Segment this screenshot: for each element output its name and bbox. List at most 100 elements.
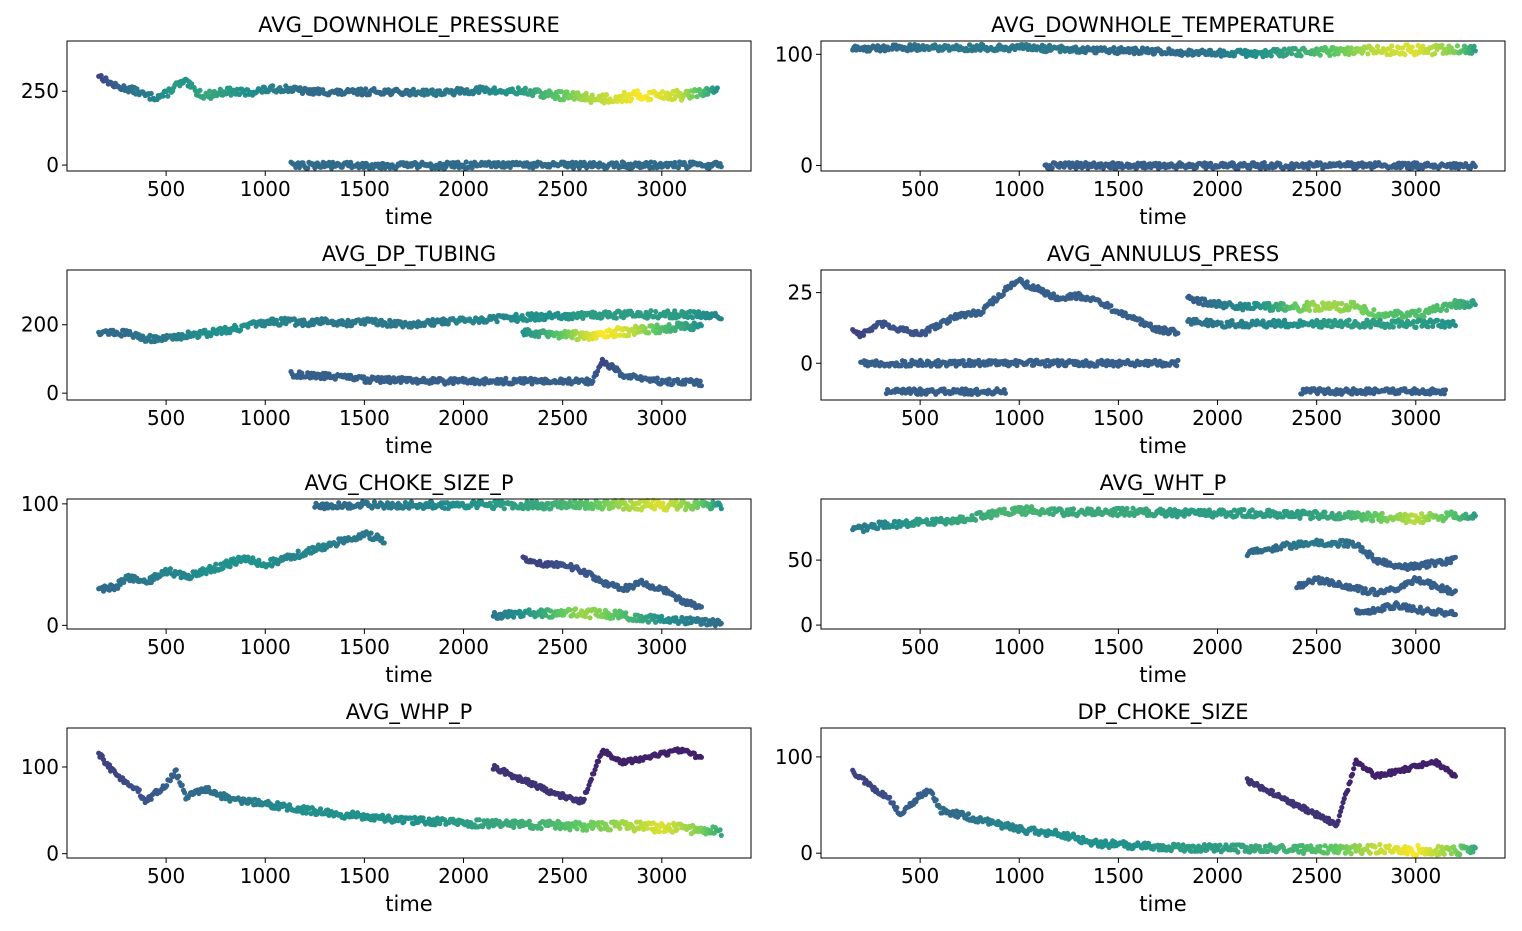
- data-point: [623, 610, 629, 616]
- data-point: [1374, 43, 1381, 50]
- data-point: [214, 331, 220, 337]
- data-point: [718, 164, 724, 170]
- data-point: [860, 332, 867, 338]
- data-point: [1371, 307, 1377, 313]
- panel-title: AVG_DOWNHOLE_PRESSURE: [258, 13, 560, 38]
- data-point: [660, 500, 666, 506]
- data-point: [270, 83, 276, 89]
- data-point: [1298, 53, 1304, 59]
- data-point: [1268, 53, 1274, 59]
- data-point: [613, 315, 619, 321]
- data-point: [1413, 324, 1419, 330]
- x-tick-label: 1000: [994, 406, 1045, 430]
- data-point: [148, 90, 154, 97]
- panel-1: 500 1000 1500 2000 2500 30000250AVG_DOWNHOLE_…: [21, 13, 752, 229]
- data-point: [368, 530, 374, 536]
- data-point: [1261, 160, 1267, 166]
- data-point: [238, 327, 244, 333]
- data-point: [718, 506, 724, 512]
- data-point: [593, 335, 599, 341]
- data-point: [510, 614, 517, 620]
- data-point: [648, 96, 654, 103]
- data-point: [1049, 165, 1055, 171]
- data-point: [1402, 52, 1408, 58]
- scatter-points: [850, 276, 1478, 397]
- data-point: [705, 91, 711, 97]
- data-point: [207, 88, 213, 94]
- data-point: [358, 86, 364, 92]
- data-point: [1281, 46, 1287, 52]
- x-tick-label: 1500: [1093, 177, 1144, 201]
- data-point: [522, 85, 529, 91]
- data-point: [160, 93, 166, 99]
- data-point: [567, 607, 573, 613]
- data-point: [381, 540, 387, 546]
- data-point: [1389, 43, 1395, 49]
- x-axis-label: time: [385, 434, 432, 458]
- x-tick-label: 2500: [537, 406, 588, 430]
- x-tick-label: 2000: [438, 406, 489, 430]
- data-point: [628, 96, 635, 102]
- data-point: [637, 92, 643, 98]
- x-tick-label: 3000: [1390, 406, 1441, 430]
- data-point: [1175, 330, 1181, 336]
- x-tick-label: 1000: [994, 177, 1045, 201]
- data-point: [1425, 324, 1431, 330]
- data-point: [283, 321, 289, 327]
- data-point: [889, 46, 895, 52]
- data-point: [588, 99, 594, 105]
- data-point: [653, 309, 659, 315]
- data-point: [1377, 317, 1383, 323]
- y-tick-label: 0: [800, 351, 813, 375]
- data-point: [1472, 163, 1478, 170]
- panel-title: AVG_ANNULUS_PRESS: [1047, 242, 1279, 267]
- x-tick-label: 500: [901, 177, 939, 201]
- data-point: [1305, 165, 1311, 171]
- data-point: [1471, 43, 1477, 49]
- data-point: [501, 506, 507, 512]
- data-point: [1292, 45, 1298, 52]
- data-point: [227, 564, 233, 570]
- scatter-points: [96, 497, 724, 629]
- scatter-points: [96, 73, 724, 171]
- data-point: [698, 323, 705, 329]
- scatter-points: [850, 41, 1478, 171]
- data-point: [98, 73, 104, 79]
- data-point: [217, 86, 223, 92]
- x-tick-label: 1500: [339, 177, 390, 201]
- data-point: [433, 92, 439, 99]
- data-point: [305, 165, 311, 171]
- data-point: [960, 358, 966, 364]
- data-point: [646, 330, 652, 336]
- x-tick-label: 500: [147, 406, 185, 430]
- data-point: [603, 92, 610, 98]
- panel-title: AVG_DP_TUBING: [322, 242, 496, 267]
- data-point: [361, 165, 367, 171]
- y-tick-label: 0: [46, 153, 59, 177]
- data-point: [565, 329, 572, 335]
- x-tick-label: 1000: [240, 177, 291, 201]
- x-tick-label: 1500: [1093, 406, 1144, 430]
- y-tick-label: 0: [800, 153, 813, 177]
- data-point: [718, 620, 724, 627]
- data-point: [1091, 45, 1097, 51]
- data-point: [1230, 160, 1236, 166]
- data-point: [1339, 300, 1345, 307]
- data-point: [1432, 51, 1438, 57]
- data-point: [1024, 279, 1030, 285]
- x-tick-label: 2000: [1192, 406, 1243, 430]
- data-point: [697, 378, 703, 384]
- y-tick-label: 250: [21, 79, 59, 103]
- x-tick-label: 3000: [636, 406, 687, 430]
- data-point: [1409, 44, 1415, 50]
- y-tick-label: 0: [46, 381, 59, 405]
- x-axis-label: time: [385, 205, 432, 229]
- x-tick-label: 3000: [636, 177, 687, 201]
- y-tick-label: 100: [775, 42, 813, 66]
- data-point: [429, 87, 435, 93]
- data-point: [696, 86, 703, 93]
- data-point: [1360, 48, 1366, 54]
- data-point: [1452, 323, 1458, 329]
- x-tick-label: 3000: [1390, 177, 1441, 201]
